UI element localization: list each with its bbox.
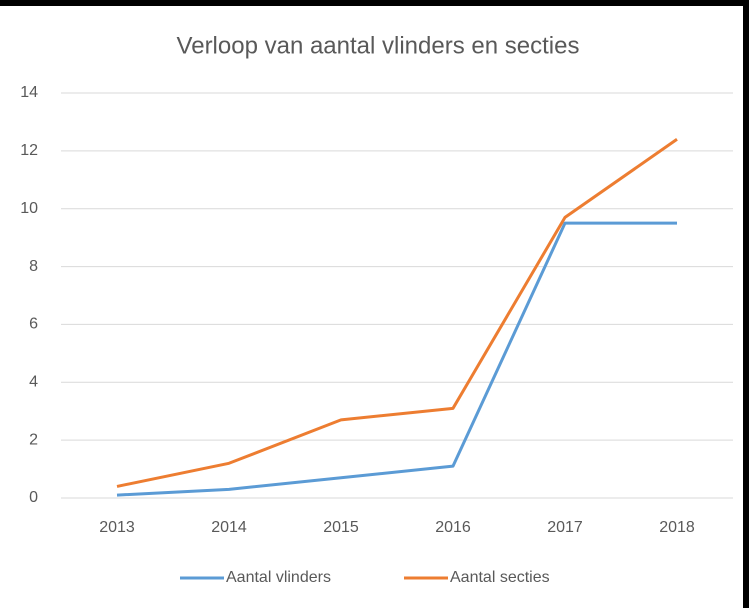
- y-tick-label: 6: [29, 316, 38, 333]
- chart-background: [0, 6, 743, 608]
- series-line: [116, 221, 677, 497]
- y-tick-label: 4: [29, 374, 38, 391]
- x-tick-label: 2015: [323, 519, 359, 536]
- y-tick-label: 0: [29, 489, 38, 506]
- legend-label: Aantal vlinders: [226, 569, 331, 586]
- x-tick-label: 2014: [211, 519, 247, 536]
- y-tick-label: 14: [20, 84, 38, 101]
- y-tick-label: 2: [29, 431, 38, 448]
- y-tick-label: 12: [20, 142, 38, 159]
- legend-label: Aantal secties: [450, 569, 550, 586]
- x-tick-label: 2016: [435, 519, 471, 536]
- x-tick-label: 2013: [99, 519, 135, 536]
- series-line: [116, 138, 678, 488]
- y-tick-label: 10: [20, 200, 38, 217]
- chart-title: Verloop van aantal vlinders en secties: [177, 32, 580, 59]
- y-tick-label: 8: [29, 258, 38, 275]
- x-tick-label: 2017: [547, 519, 583, 536]
- x-tick-label: 2018: [659, 519, 695, 536]
